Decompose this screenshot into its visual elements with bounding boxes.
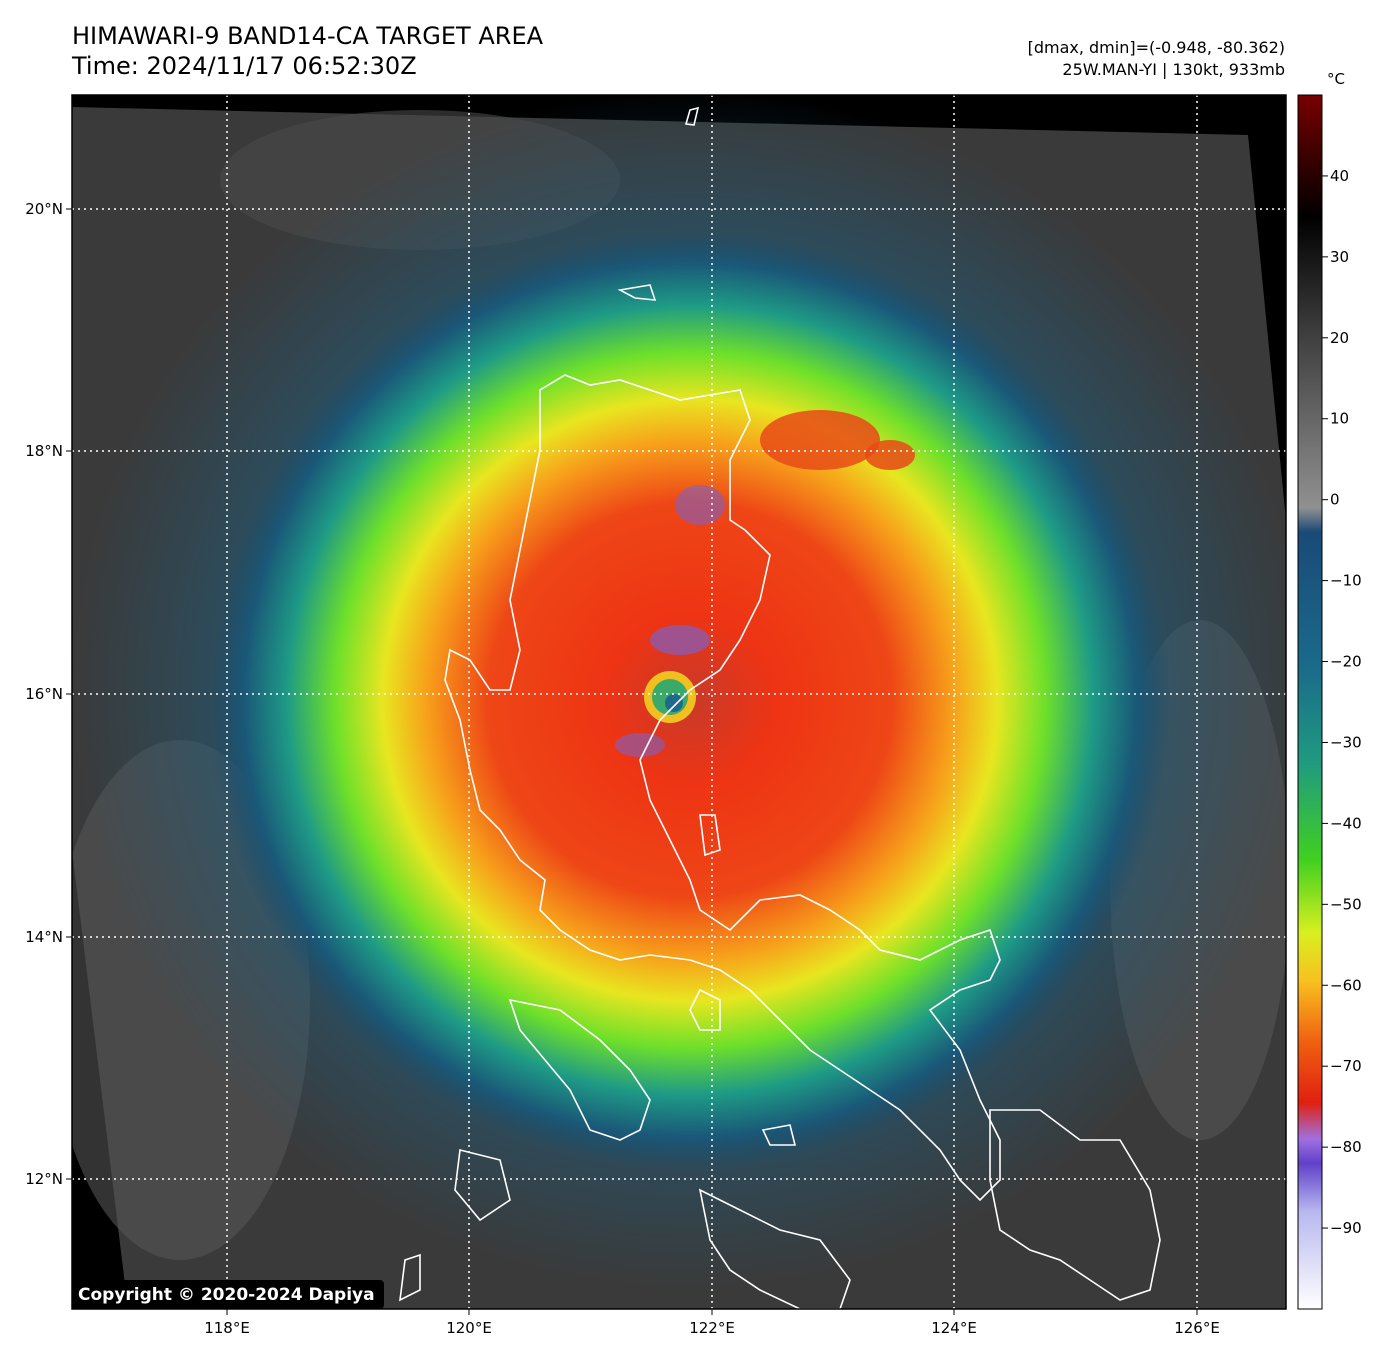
gridlines [72, 95, 1286, 1309]
colorbar-tick-label: −30 [1330, 733, 1362, 751]
colorbar-tick-label: −50 [1330, 895, 1362, 913]
lon-tick-126: 126°E [1174, 1319, 1220, 1337]
convective-cell [760, 410, 880, 470]
colorbar-ramp [1297, 94, 1323, 1310]
colorbar-tick-label: 30 [1330, 248, 1349, 266]
map-title: HIMAWARI-9 BAND14-CA TARGET AREA [72, 22, 544, 50]
lat-tick-18: 18°N [25, 442, 63, 460]
colorbar-tick-label: −90 [1330, 1219, 1362, 1237]
cold-top-3 [615, 733, 665, 757]
lon-tick-118: 118°E [204, 1319, 250, 1337]
lon-ticks: 118°E 120°E 122°E 124°E 126°E [204, 1309, 1220, 1337]
map-frame [71, 94, 1287, 1310]
lat-tick-20: 20°N [25, 200, 63, 218]
colorbar-tick-label: 40 [1330, 167, 1349, 185]
copyright-box [72, 1280, 384, 1309]
colorbar-tick-label: 10 [1330, 410, 1349, 428]
colorbar: °C 40 30 20 10 0 −10 −20 −30 −40 −50 −60 −70 −80 −90 [1297, 70, 1362, 1310]
cold-top-1 [650, 625, 710, 655]
cold-top-2 [675, 485, 725, 525]
time-label: Time: 2024/11/17 06:52:30Z [72, 52, 417, 80]
lon-tick-120: 120°E [446, 1319, 492, 1337]
lat-ticks: 20°N 18°N 16°N 14°N 12°N [25, 200, 72, 1188]
colorbar-tick-label: −70 [1330, 1057, 1362, 1075]
lat-tick-14: 14°N [25, 928, 63, 946]
colorbar-tick-label: 0 [1330, 491, 1340, 509]
colorbar-tick-label: −20 [1330, 653, 1362, 671]
eye-center [665, 694, 683, 712]
convective-cell-2 [865, 440, 915, 470]
colorbar-tick-label: −80 [1330, 1138, 1362, 1156]
copyright-text: Copyright © 2020-2024 Dapiya [78, 1285, 375, 1305]
storm-info-label: 25W.MAN-YI | 130kt, 933mb [1062, 60, 1285, 79]
colorbar-tick-label: −60 [1330, 976, 1362, 994]
colorbar-tick-label: −10 [1330, 572, 1362, 590]
lon-tick-122: 122°E [689, 1319, 735, 1337]
coastline [399, 106, 1161, 1309]
lat-tick-16: 16°N [25, 685, 63, 703]
colorbar-ticks: 40 30 20 10 0 −10 −20 −30 −40 −50 −60 −70 −80 −90 [1322, 167, 1362, 1237]
dmax-dmin-label: [dmax, dmin]=(-0.948, -80.362) [1027, 38, 1285, 57]
lon-tick-124: 124°E [931, 1319, 977, 1337]
colorbar-unit: °C [1327, 70, 1345, 88]
colorbar-tick-label: 20 [1330, 329, 1349, 347]
lat-tick-12: 12°N [25, 1170, 63, 1188]
colorbar-tick-label: −40 [1330, 814, 1362, 832]
